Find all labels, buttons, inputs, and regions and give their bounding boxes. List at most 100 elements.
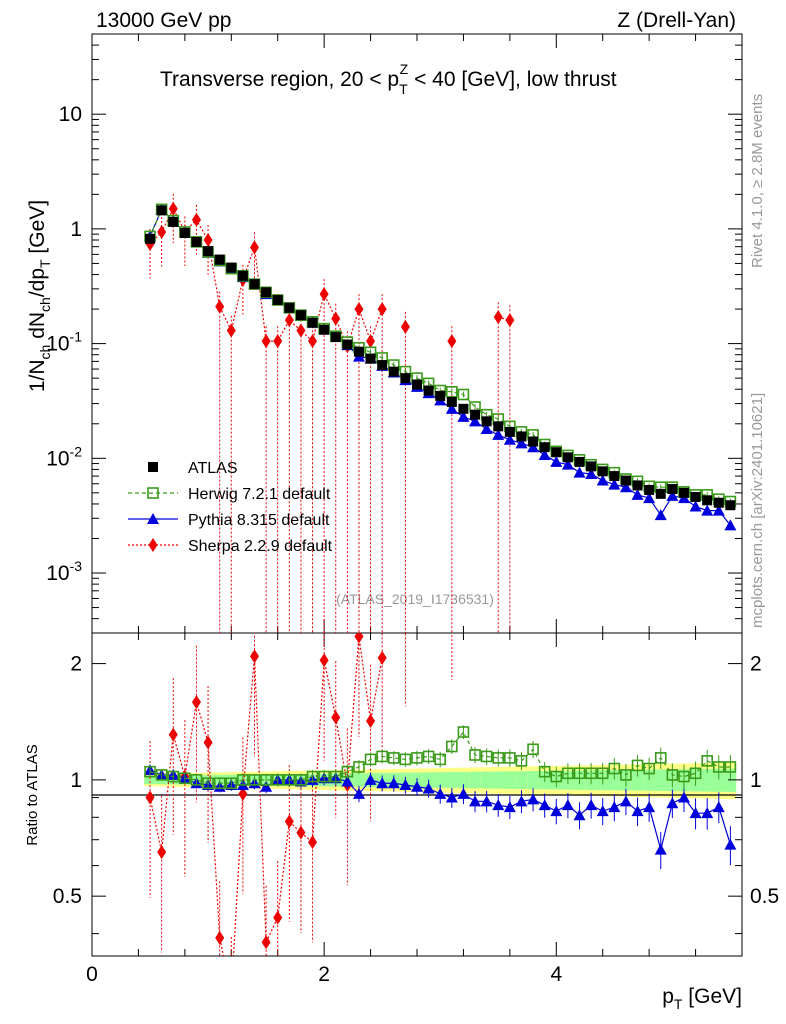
data-point (190, 774, 203, 786)
data-point (191, 236, 202, 247)
data-point (445, 402, 458, 414)
data-point (457, 410, 470, 422)
data-point (480, 423, 493, 435)
ratio-line (149, 730, 731, 784)
data-point (376, 777, 389, 789)
data-point (585, 767, 597, 780)
ratio-line (149, 636, 383, 956)
data-point (701, 504, 714, 516)
data-point (538, 799, 551, 811)
data-point (191, 212, 201, 227)
data-point (354, 633, 364, 644)
data-point (412, 379, 422, 390)
data-point (319, 324, 330, 335)
data-point (561, 799, 574, 811)
data-point (341, 775, 354, 787)
data-point (296, 323, 306, 338)
data-point (724, 519, 737, 531)
data-point (643, 492, 656, 504)
legend-item: ATLAS (148, 460, 238, 477)
data-point (260, 774, 272, 786)
data-point (481, 416, 492, 427)
header-right: Z (Drell-Yan) (617, 9, 736, 32)
y-tick-label: 10-2 (46, 443, 82, 470)
data-point (528, 436, 539, 447)
data-point (505, 313, 515, 328)
data-point (261, 287, 272, 298)
data-point (492, 428, 505, 440)
data-point (539, 442, 550, 453)
data-point (631, 488, 644, 500)
data-point (179, 228, 190, 239)
data-point (148, 462, 158, 472)
data-point (366, 334, 376, 349)
data-point (295, 310, 306, 321)
data-point (573, 767, 586, 780)
data-point (377, 302, 387, 317)
legend-item: Pythia 8.315 default (128, 512, 330, 529)
data-point (503, 801, 516, 813)
data-point (226, 323, 236, 338)
band-inner (527, 771, 539, 790)
data-point (147, 513, 159, 524)
data-point (597, 466, 608, 477)
ratio-herwig (144, 725, 737, 790)
data-point (457, 787, 470, 799)
series-atlas (145, 205, 736, 511)
data-point (469, 749, 481, 761)
data-point (573, 809, 586, 821)
band-inner (144, 775, 156, 785)
data-point (712, 761, 725, 773)
data-point (366, 714, 376, 729)
data-point (561, 458, 574, 470)
data-point (480, 750, 493, 763)
data-point (434, 787, 447, 799)
data-point (586, 461, 597, 472)
data-point (654, 752, 667, 764)
data-point (237, 270, 248, 281)
data-point (306, 770, 319, 783)
data-point (145, 790, 155, 805)
band-inner (480, 771, 493, 789)
series-sherpa (145, 193, 515, 633)
data-point (666, 769, 679, 781)
data-point (423, 385, 434, 396)
data-point (643, 801, 656, 813)
data-point (250, 649, 259, 664)
data-point (515, 755, 528, 767)
data-point (145, 233, 156, 244)
data-point (283, 774, 296, 786)
data-point (295, 774, 307, 786)
series-line (149, 208, 731, 526)
main-series-layer (144, 193, 737, 633)
data-point (354, 302, 364, 317)
data-point (329, 770, 342, 783)
data-point (331, 710, 341, 725)
legend-label: Sherpa 2.2.9 default (188, 538, 333, 555)
band-inner (643, 769, 655, 791)
data-point (701, 807, 714, 819)
data-point (619, 795, 632, 807)
data-point (527, 441, 540, 453)
data-point (249, 279, 260, 290)
data-point (388, 366, 399, 377)
data-point (215, 299, 225, 314)
data-point (399, 753, 412, 766)
y-tick-label: 10-1 (46, 329, 82, 356)
data-point (238, 786, 248, 801)
data-point (296, 825, 306, 840)
data-point (308, 334, 318, 349)
data-point (308, 835, 318, 850)
data-point (724, 838, 737, 850)
data-point (271, 774, 284, 786)
data-point (631, 805, 644, 817)
data-point (538, 765, 551, 778)
legend-item: Herwig 7.2.1 default (128, 486, 331, 503)
data-point (411, 752, 423, 764)
data-point (504, 752, 516, 764)
data-point (515, 795, 528, 807)
data-point (689, 807, 702, 819)
ratio-line (498, 404, 510, 411)
data-point (515, 437, 528, 449)
